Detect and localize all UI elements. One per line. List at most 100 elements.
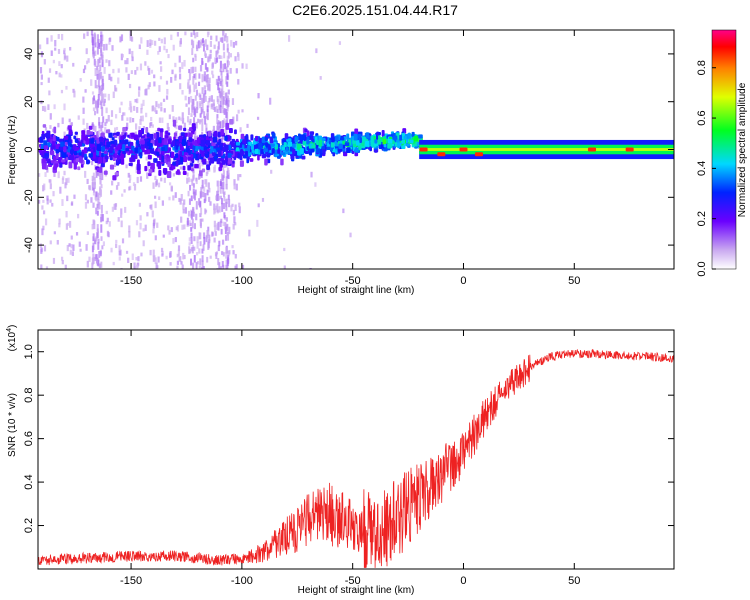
heatmap-cell xyxy=(98,250,101,258)
heatmap-cell xyxy=(67,222,70,226)
heatmap-cell xyxy=(193,117,196,126)
heatmap-cell xyxy=(102,83,105,90)
heatmap-cell xyxy=(230,205,233,212)
heatmap-cell xyxy=(157,51,160,55)
heatmap-cell xyxy=(205,127,208,134)
heatmap-cell xyxy=(154,235,157,241)
heatmap-cell xyxy=(353,133,358,141)
heatmap-cell xyxy=(160,177,163,182)
heatmap-cell xyxy=(394,142,398,147)
heatmap-cell xyxy=(112,261,115,266)
heatmap-cell xyxy=(210,35,213,40)
heatmap-cell xyxy=(95,194,98,202)
heatmap-cell xyxy=(97,198,100,206)
heatmap-cell xyxy=(106,141,111,148)
heatmap-cell xyxy=(196,236,199,244)
heatmap-cell xyxy=(193,255,196,263)
heatmap-cell xyxy=(146,49,149,55)
heatmap-cell xyxy=(203,186,206,192)
heatmap-cell xyxy=(71,251,74,257)
heatmap-cell xyxy=(60,89,64,94)
heatmap-cell xyxy=(177,245,181,252)
heatmap-cell xyxy=(168,229,171,235)
heatmap-cell xyxy=(166,122,169,129)
heatmap-cell xyxy=(90,161,94,166)
heatmap-cell xyxy=(233,185,236,190)
snr-ytick-label: 0.4 xyxy=(23,474,35,489)
heatmap-cell xyxy=(223,35,226,42)
heatmap-cell xyxy=(198,248,201,254)
heatmap-cell xyxy=(145,126,149,134)
heatmap-cell xyxy=(213,148,216,153)
heatmap-cell xyxy=(65,210,68,218)
heatmap-cell xyxy=(92,97,95,105)
heatmap-cell xyxy=(231,98,235,105)
heatmap-cell xyxy=(209,255,212,259)
heatmap-cell xyxy=(283,265,286,269)
heatmap-cell xyxy=(160,66,163,72)
heatmap-cell xyxy=(163,45,166,51)
heatmap-cell xyxy=(234,222,237,226)
heatmap-cell xyxy=(97,94,100,101)
heatmap-cell xyxy=(215,251,219,255)
heatmap-cell xyxy=(91,91,95,95)
heatmap-cell xyxy=(39,44,42,50)
heatmap-cell xyxy=(383,143,387,148)
heatmap-cell xyxy=(157,103,160,109)
heatmap-cell xyxy=(222,188,225,194)
heatmap-cell xyxy=(218,240,221,247)
heatmap-cell xyxy=(245,63,248,70)
heatmap-cell xyxy=(193,236,196,242)
heatmap-cell xyxy=(226,55,229,63)
heatmap-cell xyxy=(330,141,335,148)
heatmap-cell xyxy=(155,262,158,269)
heatmap-cell xyxy=(226,48,229,53)
heatmap-cell xyxy=(118,107,122,114)
heatmap-cell xyxy=(75,146,80,151)
heatmap-cell xyxy=(226,36,229,43)
heatmap-cell xyxy=(92,233,95,241)
heatmap-cell xyxy=(192,30,196,36)
colorbar xyxy=(711,29,737,270)
heatmap-cell xyxy=(227,51,230,59)
heatmap-cell xyxy=(56,239,59,245)
heatmap-cell xyxy=(68,129,73,135)
heatmap-cell xyxy=(249,158,254,162)
heatmap-ytick-label: -20 xyxy=(23,189,35,205)
heatmap-cell xyxy=(100,91,103,100)
heatmap-cell xyxy=(215,194,218,202)
heatmap-cell xyxy=(184,31,187,36)
heatmap-cell xyxy=(93,220,96,230)
heatmap-cell xyxy=(192,183,195,188)
heatmap-cell xyxy=(189,95,193,103)
heatmap-cell xyxy=(229,118,234,125)
heatmap-cell xyxy=(213,237,216,243)
heatmap-cell xyxy=(87,58,90,63)
heatmap-cell xyxy=(109,146,113,151)
heatmap-cell xyxy=(207,31,210,35)
heatmap-cell xyxy=(101,34,104,42)
heatmap-cell xyxy=(86,122,89,130)
heatmap-cell xyxy=(206,67,209,72)
heatmap-cell xyxy=(239,160,244,167)
heatmap-cell xyxy=(61,117,64,124)
heatmap-cell xyxy=(195,106,199,114)
heatmap-cell xyxy=(152,105,155,111)
heatmap-cell xyxy=(246,123,249,128)
heatmap-cell xyxy=(92,202,95,208)
heatmap-cell xyxy=(128,83,132,89)
heatmap-cell xyxy=(60,64,63,69)
heatmap-cell xyxy=(148,67,151,75)
heatmap-cell xyxy=(338,143,343,149)
heatmap-cell xyxy=(105,59,108,63)
heatmap-cell xyxy=(270,169,273,174)
snr-xtick-label: 50 xyxy=(568,575,580,587)
heatmap-cell xyxy=(38,199,41,204)
heatmap-cell xyxy=(46,37,49,45)
heatmap-cell xyxy=(200,186,203,193)
heatmap-cell xyxy=(109,154,113,159)
heatmap-cell xyxy=(201,248,204,254)
heatmap-cell xyxy=(96,163,99,169)
heatmap-cell xyxy=(81,130,86,135)
heatmap-cell xyxy=(162,167,168,174)
